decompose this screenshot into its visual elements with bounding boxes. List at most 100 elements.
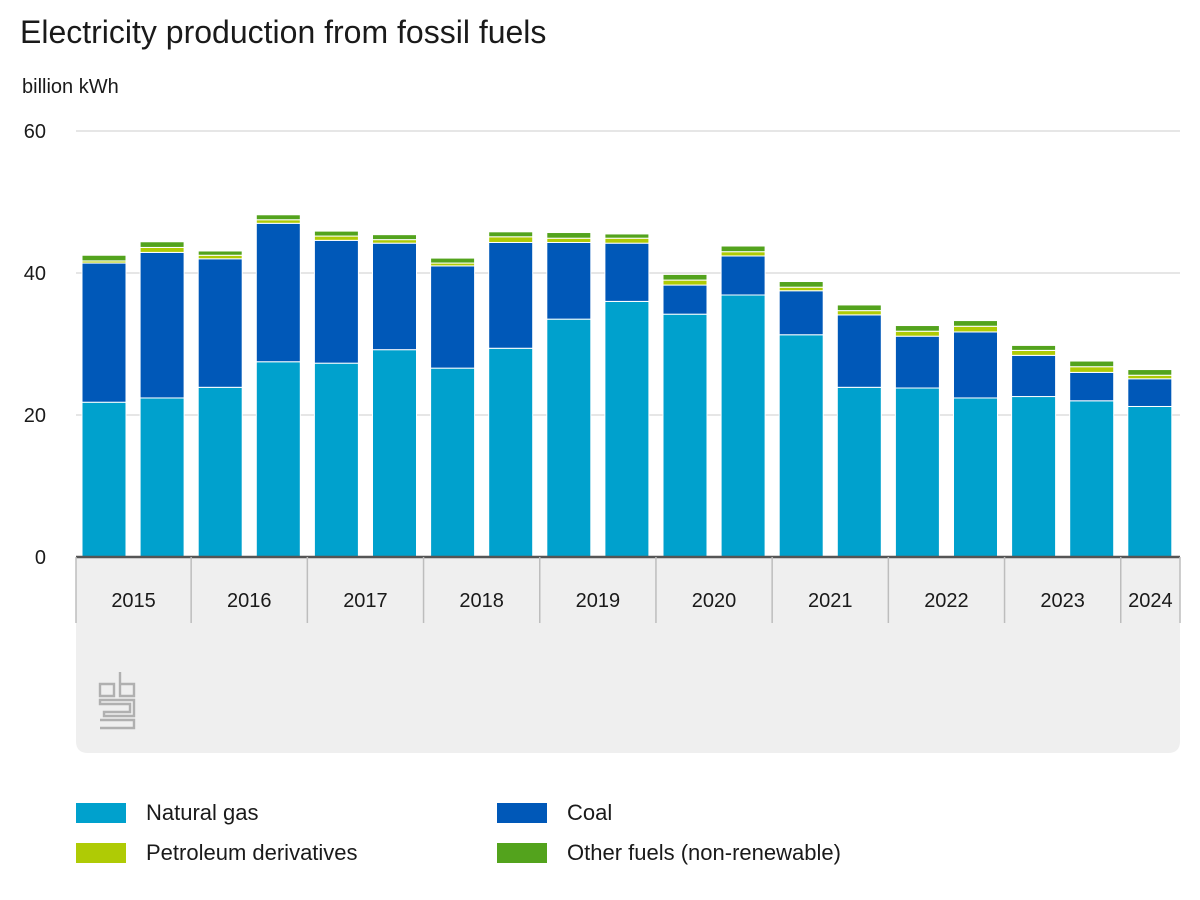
- bar-petroleum-5: [372, 239, 417, 244]
- x-tick-label-2022: 2022: [924, 590, 969, 612]
- bar-petroleum-18: [1127, 374, 1173, 380]
- bar-petroleum-11: [720, 251, 766, 257]
- bar-coal-1: [139, 251, 185, 399]
- stacked-bar-chart: 0 20 40 60 2015 2016 2017 2018 2019 2020 2021 2022 2…: [24, 121, 1181, 753]
- bar-coal-12: [778, 290, 824, 336]
- bar-natural_gas-17: [1069, 400, 1115, 558]
- bar-other-13: [836, 304, 882, 312]
- bar-stack-3: [255, 214, 301, 558]
- bar-petroleum-2: [197, 254, 243, 260]
- bar-natural_gas-16: [1011, 396, 1057, 558]
- y-tick-label-40: 40: [24, 263, 46, 285]
- x-axis-band: [76, 558, 1180, 753]
- bar-other-7: [488, 231, 534, 238]
- bar-natural_gas-7: [488, 347, 534, 558]
- bar-natural_gas-9: [604, 300, 650, 558]
- bar-stack-2: [197, 250, 243, 558]
- x-tick-label-2019: 2019: [576, 590, 621, 612]
- x-tick-label-2020: 2020: [692, 590, 737, 612]
- bar-coal-5: [372, 242, 417, 351]
- legend-swatch-natural-gas: [76, 803, 126, 823]
- bar-petroleum-15: [953, 325, 998, 333]
- bar-natural_gas-12: [778, 334, 824, 558]
- bar-coal-16: [1011, 354, 1057, 398]
- bar-stack-4: [313, 230, 359, 558]
- bar-stack-15: [953, 320, 998, 558]
- bar-stack-1: [139, 241, 185, 558]
- bar-coal-7: [488, 241, 534, 349]
- bar-other-17: [1069, 360, 1115, 368]
- bar-natural_gas-6: [430, 367, 476, 558]
- bar-natural_gas-15: [953, 397, 998, 558]
- legend-label-other: Other fuels (non-renewable): [567, 840, 841, 865]
- bar-petroleum-8: [546, 237, 592, 243]
- x-tick-label-2017: 2017: [343, 590, 388, 612]
- bar-stack-12: [778, 281, 824, 558]
- bar-petroleum-7: [488, 236, 534, 243]
- legend-item-coal[interactable]: Coal: [497, 800, 612, 826]
- chart-title: Electricity production from fossil fuels: [20, 14, 547, 50]
- bar-coal-4: [313, 239, 359, 364]
- bar-stack-9: [604, 233, 650, 558]
- bar-coal-13: [836, 314, 882, 388]
- bar-petroleum-1: [139, 246, 185, 253]
- bar-petroleum-12: [778, 286, 824, 292]
- legend-label-petroleum: Petroleum derivatives: [146, 840, 358, 865]
- x-tick-label-2024: 2024: [1128, 590, 1173, 612]
- cbs-logo-icon: [98, 672, 136, 730]
- bar-stack-18: [1127, 369, 1173, 558]
- x-tick-label-2021: 2021: [808, 590, 853, 612]
- y-tick-label-20: 20: [24, 405, 46, 427]
- bar-other-16: [1011, 344, 1057, 351]
- bar-other-8: [546, 232, 592, 239]
- bar-petroleum-17: [1069, 366, 1115, 373]
- bar-natural_gas-11: [720, 294, 766, 558]
- bar-coal-3: [255, 222, 301, 363]
- bar-natural_gas-0: [81, 401, 127, 558]
- legend-swatch-petroleum: [76, 843, 126, 863]
- bar-other-12: [778, 281, 824, 288]
- x-tick-label-2023: 2023: [1040, 590, 1085, 612]
- bar-stack-16: [1011, 344, 1057, 558]
- bar-other-9: [604, 233, 650, 239]
- bar-petroleum-13: [836, 310, 882, 316]
- bar-other-18: [1127, 369, 1173, 376]
- bar-other-3: [255, 214, 301, 221]
- bar-coal-11: [720, 255, 766, 296]
- bar-natural_gas-18: [1127, 405, 1173, 558]
- bar-other-10: [662, 273, 708, 281]
- legend-item-petroleum[interactable]: Petroleum derivatives: [76, 840, 358, 866]
- legend-swatch-coal: [497, 803, 547, 823]
- bar-natural_gas-10: [662, 313, 708, 558]
- legend-item-natural-gas[interactable]: Natural gas: [76, 800, 259, 826]
- bar-stack-8: [546, 232, 592, 558]
- bar-coal-10: [662, 284, 708, 315]
- bar-stack-7: [488, 231, 534, 558]
- bar-natural_gas-1: [139, 397, 185, 558]
- legend-item-other[interactable]: Other fuels (non-renewable): [497, 840, 841, 866]
- bar-coal-17: [1069, 371, 1115, 402]
- bar-petroleum-3: [255, 219, 301, 224]
- bar-stack-5: [372, 234, 417, 558]
- bar-coal-6: [430, 265, 476, 369]
- x-tick-label-2015: 2015: [111, 590, 156, 612]
- y-tick-label-0: 0: [35, 547, 46, 569]
- bar-other-5: [372, 234, 417, 241]
- bar-other-4: [313, 230, 359, 237]
- bar-other-0: [81, 254, 127, 262]
- x-tick-label-2016: 2016: [227, 590, 272, 612]
- legend-label-natural-gas: Natural gas: [146, 800, 259, 825]
- bar-stack-10: [662, 273, 708, 558]
- bar-coal-18: [1127, 378, 1173, 407]
- bar-stack-14: [894, 325, 940, 558]
- bar-natural_gas-14: [894, 387, 940, 558]
- bar-petroleum-10: [662, 279, 708, 286]
- bar-natural_gas-5: [372, 349, 417, 558]
- bar-stack-0: [81, 254, 127, 558]
- bar-coal-8: [546, 241, 592, 320]
- bar-stack-17: [1069, 360, 1115, 558]
- bar-coal-14: [894, 335, 940, 389]
- bar-natural_gas-13: [836, 386, 882, 558]
- bar-other-1: [139, 241, 185, 248]
- bar-natural_gas-3: [255, 361, 301, 558]
